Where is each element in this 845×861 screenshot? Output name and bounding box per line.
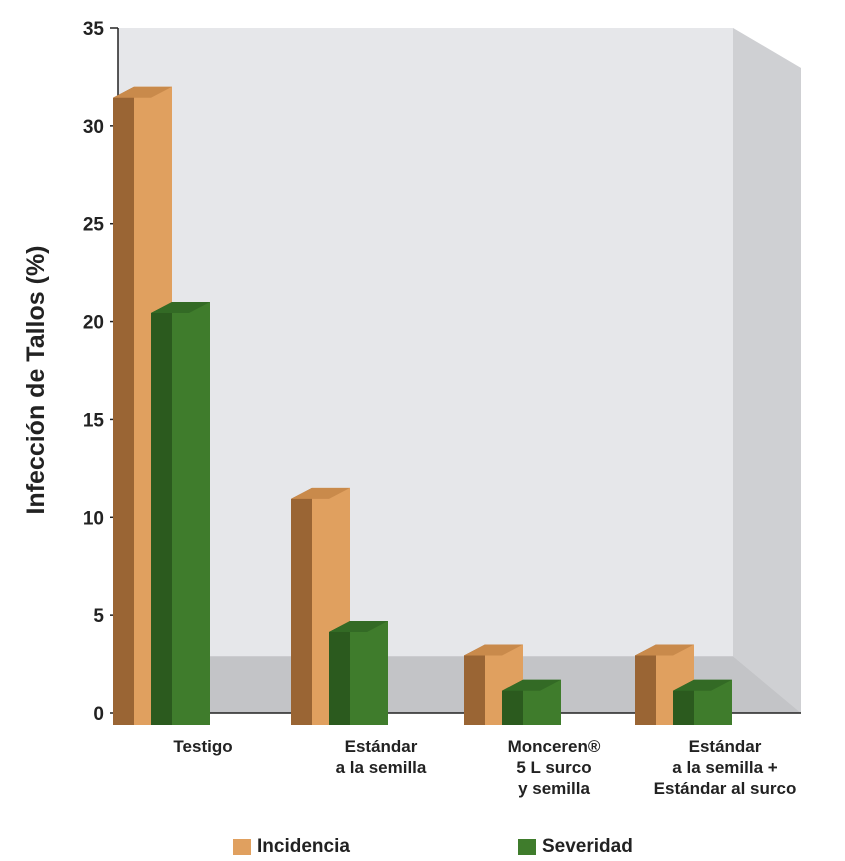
x-tick-label: Monceren® [508,737,601,756]
severidad-bar [502,679,561,725]
bar-side [329,621,350,725]
incidencia-swatch [233,839,251,855]
legend-item-incidencia: Incidencia [233,836,350,858]
severidad-bar [673,679,732,725]
chart-background [118,28,801,713]
legend-label-severidad: Severidad [542,836,633,857]
y-tick-label: 5 [93,606,104,627]
legend-label-incidencia: Incidencia [257,836,350,857]
bar-top [151,302,210,313]
category-labels: Testigo Estándar a la semilla Monceren® 5 L … [173,737,796,798]
bar-top [113,86,172,98]
x-tick-label: a la semilla [336,758,427,777]
y-tick-label: 0 [93,704,104,725]
y-tick-label: 35 [83,19,105,40]
x-tick-label: y semilla [518,779,590,798]
side-wall [733,28,801,713]
bar-side [151,302,172,725]
severidad-bar [329,621,388,725]
y-tick-label: 30 [83,117,104,138]
x-tick-label: 5 L surco [516,758,591,777]
bar-side [113,86,134,725]
bar-front [350,621,388,725]
bar-side [502,679,523,725]
bar-side [635,644,656,725]
bar-top [329,621,388,633]
x-tick-label: Testigo [173,737,232,756]
bar-top [673,679,732,691]
bar-side [464,644,485,725]
y-axis-title: Infección de Tallos (%) [22,245,50,514]
y-tick-label: 25 [83,215,105,236]
x-tick-label: a la semilla + [672,758,777,777]
bar-front [172,302,210,725]
y-tick-label: 10 [83,508,104,529]
bar-top [291,487,350,499]
floor [118,656,801,713]
bar-top [502,679,561,691]
bar-side [673,679,694,725]
bar-chart: 0 5 10 15 20 25 30 35 Testigo Estándar a la semil… [22,19,801,798]
bar-top [635,644,694,656]
bar-side [291,487,312,725]
legend-item-severidad: Severidad [518,836,633,858]
y-tick-label: 15 [83,410,105,431]
x-tick-label: Estándar [345,737,418,756]
severidad-swatch [518,839,536,855]
bars-group [113,86,732,725]
x-tick-label: Estándar al surco [654,779,797,798]
y-tick-label: 20 [83,313,104,334]
x-tick-label: Estándar [689,737,762,756]
back-wall [118,28,801,713]
bar-top [464,644,523,656]
severidad-bar [151,302,210,725]
